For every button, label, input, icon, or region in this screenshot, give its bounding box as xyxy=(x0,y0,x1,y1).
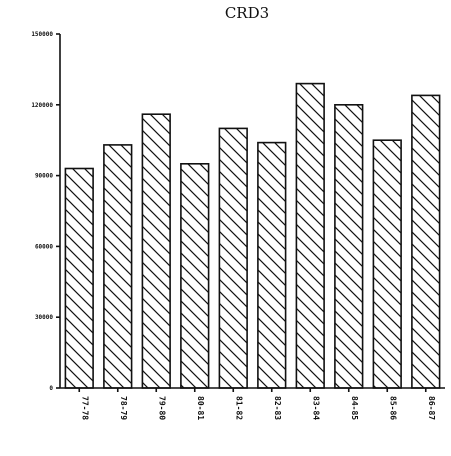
bar-84-85 xyxy=(334,104,364,389)
x-tick-label: 82-83 xyxy=(273,396,282,420)
bar-82-83 xyxy=(257,141,287,389)
bar-85-86 xyxy=(372,139,402,389)
x-tick-label: 83-84 xyxy=(311,396,320,420)
y-tick-label: 90000 xyxy=(35,173,53,180)
bar-78-79 xyxy=(103,144,133,389)
x-tick-label: 79-80 xyxy=(157,396,166,420)
bar-83-84 xyxy=(295,82,325,389)
x-tick-label: 86-87 xyxy=(427,396,436,420)
y-tick-label: 0 xyxy=(49,385,53,392)
y-tick-label: 120000 xyxy=(31,102,53,109)
x-axis-labels: 77-78 78-79 79-80 80-81 81-82 82-83 83-84 84-85… xyxy=(78,388,436,420)
x-tick-label: 77-78 xyxy=(80,396,89,420)
x-tick-label: 80-81 xyxy=(196,396,205,420)
bar-80-81 xyxy=(180,163,210,389)
y-tick-label: 30000 xyxy=(35,314,53,321)
y-axis-ticks: 0 30000 60000 90000 120000 150000 xyxy=(31,31,60,392)
y-tick-label: 150000 xyxy=(31,31,53,38)
chart-title: CRD3 xyxy=(225,4,269,22)
x-tick-label: 78-79 xyxy=(119,396,128,420)
bar-81-82 xyxy=(218,127,248,389)
axes-layer xyxy=(59,34,445,389)
bar-77-78 xyxy=(64,167,94,389)
bar-86-87 xyxy=(411,94,441,389)
x-tick-label: 84-85 xyxy=(350,396,359,420)
bar-79-80 xyxy=(141,113,171,389)
x-tick-label: 85-86 xyxy=(388,396,397,420)
x-tick-label: 81-82 xyxy=(234,396,243,420)
bars-layer xyxy=(64,82,441,389)
y-tick-label: 60000 xyxy=(35,243,53,250)
